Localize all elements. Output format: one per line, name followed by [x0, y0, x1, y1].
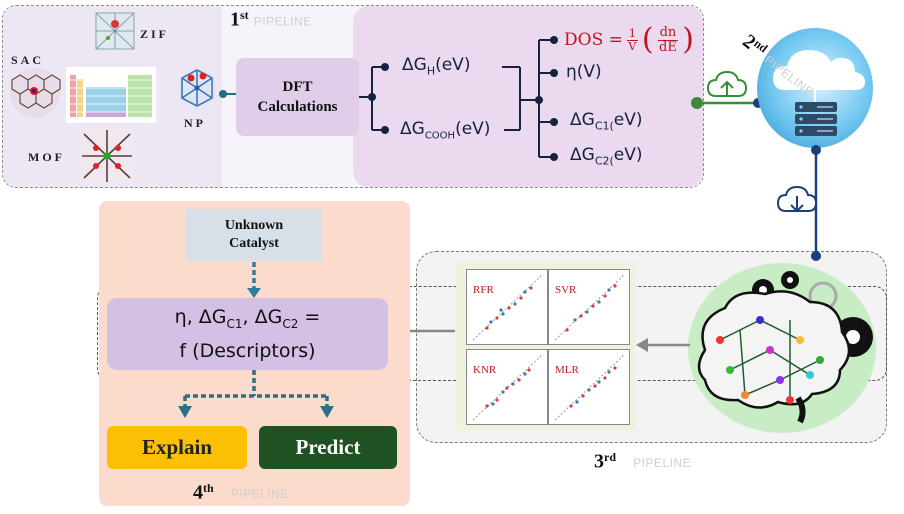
pipeline-1-title: 1st PIPELINE [230, 8, 312, 31]
brain-icon [697, 290, 851, 424]
unknown-catalyst-box: Unknown Catalyst [186, 209, 322, 261]
ml-models-panel: RFR SVR KNR MLR [456, 261, 636, 431]
dg-c2-symbol: ΔG [570, 145, 595, 165]
pipeline-1-word: PIPELINE [253, 14, 312, 29]
dg-cooh-symbol: ΔG [400, 119, 425, 139]
formula-part-3: = [298, 305, 321, 328]
dg-h-label: ΔGH(eV) [402, 55, 470, 77]
dg-cooh-label: ΔGCOOH(eV) [400, 119, 490, 141]
formula-sub-1: C1 [226, 316, 243, 331]
dft-calculations-box: DFT Calculations [236, 58, 359, 136]
pipeline-4-number: 4 [193, 481, 203, 504]
formula-line-1: η, ΔGC1, ΔGC2 = [175, 303, 321, 338]
dg-c1-symbol: ΔG [570, 110, 595, 130]
dos-inner-den: dE [659, 39, 677, 55]
dg-cooh-sub: COOH [424, 130, 456, 142]
cloud-upload-icon [706, 70, 748, 97]
pipeline-3-word: PIPELINE [633, 456, 692, 471]
dg-c1-sub: C1( [594, 119, 614, 133]
sac-structure-icon [10, 68, 61, 118]
brain-to-models-arrow [636, 338, 690, 352]
properties-panel [353, 6, 703, 187]
dg-c2-sub: C2( [594, 154, 614, 168]
dg-c2-unit: eV) [613, 145, 643, 165]
dg-c1-label: ΔGC1(eV) [570, 110, 643, 132]
pipeline-3-suffix: rd [604, 450, 616, 464]
mof-structure-icon [80, 128, 134, 182]
dg-h-sub: H [426, 64, 436, 78]
model-plot-mlr: MLR [548, 349, 630, 425]
pipeline-3-title: 3rd PIPELINE [594, 450, 691, 473]
zif-structure-icon [95, 12, 135, 50]
model-plot-svr: SVR [548, 269, 630, 345]
model-label-knr: KNR [473, 364, 497, 376]
formula-line-2: f (Descriptors) [179, 340, 316, 363]
model-plot-knr: KNR [466, 349, 548, 425]
unknown-line-1: Unknown [224, 218, 284, 233]
dg-cooh-unit: (eV) [455, 119, 491, 139]
dos-frac-num: 1 [626, 26, 638, 41]
dg-c2-label: ΔGC2(eV) [570, 145, 643, 167]
cloud-server-icon [773, 50, 865, 136]
eta-label: η(V) [566, 62, 602, 82]
formula-part-2: , ΔG [242, 305, 283, 328]
predict-button[interactable]: Predict [259, 426, 397, 469]
model-label-svr: SVR [555, 284, 577, 296]
sac-label: SAC [11, 53, 45, 67]
dos-paren-close: ) [682, 22, 695, 57]
dos-text: DOS = [564, 30, 623, 50]
dos-derivative: dn dE [657, 24, 679, 55]
unknown-line-2: Catalyst [229, 236, 279, 251]
dg-h-symbol: ΔG [402, 55, 427, 75]
np-to-dft-connector [219, 90, 236, 98]
unknown-to-formula-arrow [247, 262, 261, 298]
pipeline-4-suffix: th [203, 481, 214, 495]
pipeline-1-number: 1 [230, 8, 240, 31]
model-label-rfr: RFR [473, 284, 494, 296]
pipeline-3-number: 3 [594, 450, 604, 473]
dos-inner-num: dn [657, 24, 679, 41]
pipeline-4-title: 4th PIPELINE [193, 481, 289, 504]
formula-to-outputs-arrows [183, 370, 329, 406]
pipeline-1-suffix: st [240, 8, 249, 22]
dg-h-unit: (eV) [435, 55, 471, 75]
explain-button[interactable]: Explain [107, 426, 247, 469]
np-structure-icon [178, 69, 216, 107]
dos-paren-open: ( [641, 22, 654, 57]
dft-line-1: DFT [282, 79, 313, 95]
periodic-table-icon [66, 67, 156, 123]
model-label-mlr: MLR [555, 364, 579, 376]
pipeline-4-word: PIPELINE [230, 487, 289, 502]
formula-part-1: η, ΔG [174, 305, 227, 328]
cloud-download-icon [776, 185, 818, 213]
mof-label: MOF [28, 150, 65, 164]
zif-label: ZIF [140, 27, 170, 41]
dos-frac-den: V [628, 39, 637, 53]
dg-c1-unit: eV) [613, 110, 643, 130]
dos-fraction: 1 V [626, 26, 638, 53]
dos-formula: DOS = 1 V ( dn dE ) [564, 25, 694, 55]
formula-sub-2: C2 [282, 316, 299, 331]
np-label: NP [184, 116, 206, 130]
model-plot-rfr: RFR [466, 269, 548, 345]
formula-box: η, ΔGC1, ΔGC2 = f (Descriptors) [107, 298, 388, 370]
dft-line-2: Calculations [257, 99, 338, 115]
